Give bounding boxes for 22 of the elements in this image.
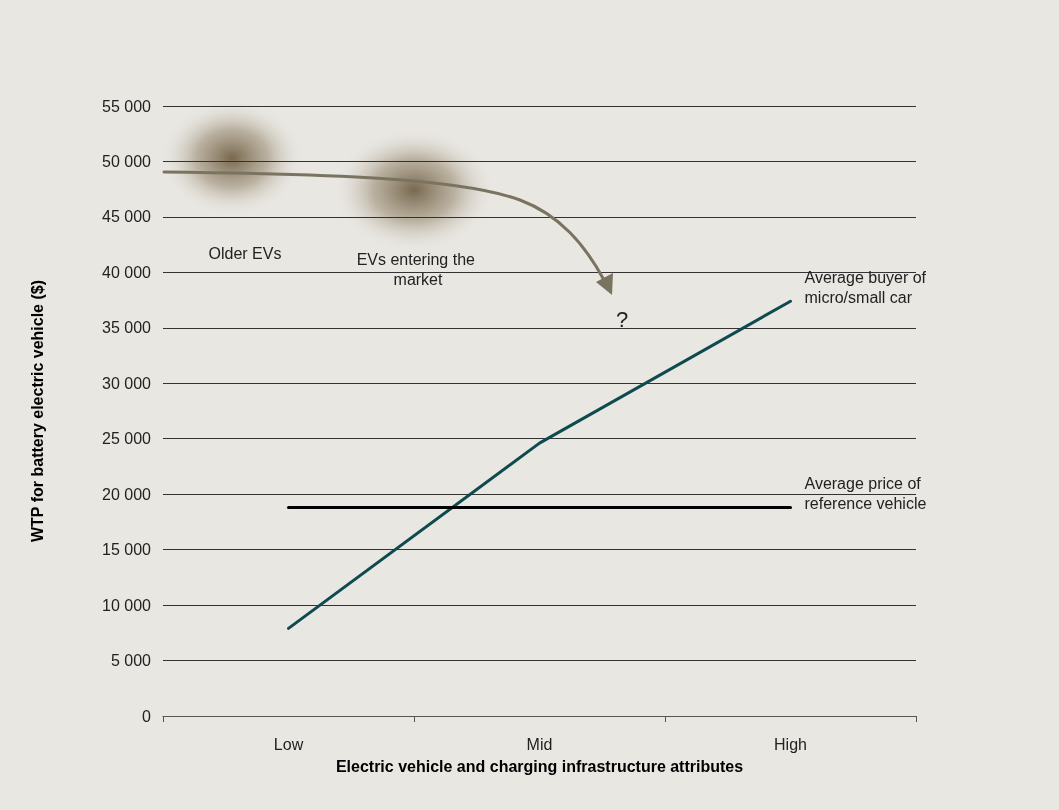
y-tick-label: 10 000 [102,596,152,614]
annotation: Older EVs [208,244,282,262]
annotation: EVs entering the market [356,250,480,288]
x-axis-title: Electric vehicle and charging infrastructure attributes [335,757,744,775]
y-tick-label: 30 000 [102,374,152,392]
y-axis-title: WTP for battery electric vehicle ($) [28,279,46,543]
y-tick-label: 15 000 [102,541,152,559]
x-tick-label: Low [273,735,304,753]
y-tick-label: 5 000 [110,652,152,670]
x-tick-label: Mid [526,735,553,753]
series-label: Average price of reference vehicle [804,474,927,512]
y-tick-label: 0 [142,707,152,725]
y-tick-label: 50 000 [102,152,152,170]
y-tick-label: 55 000 [102,97,152,115]
series-label: Average buyer of micro/small car [804,268,931,306]
y-tick-label: 20 000 [102,485,152,503]
annotation: ? [615,306,629,332]
y-tick-label: 35 000 [102,319,152,337]
y-tick-label: 40 000 [102,263,152,281]
y-tick-label: 45 000 [102,208,152,226]
x-tick-label: High [774,735,807,753]
y-tick-label: 25 000 [102,430,152,448]
